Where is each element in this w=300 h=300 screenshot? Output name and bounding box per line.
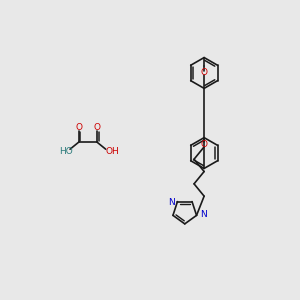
Text: N: N <box>200 210 207 219</box>
Text: O: O <box>201 140 208 149</box>
Text: O: O <box>201 68 208 77</box>
Text: HO: HO <box>59 147 73 156</box>
Text: O: O <box>75 123 82 132</box>
Text: OH: OH <box>105 147 119 156</box>
Text: O: O <box>94 123 101 132</box>
Text: N: N <box>168 198 175 207</box>
